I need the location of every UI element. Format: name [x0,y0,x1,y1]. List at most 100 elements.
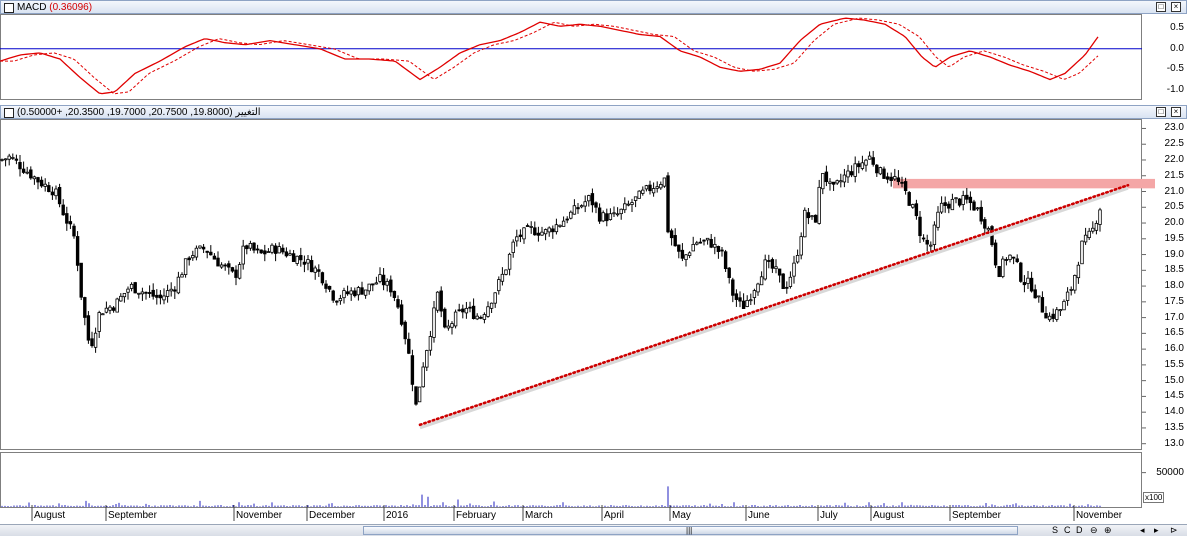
candle-body [345,291,350,295]
candle-body [756,283,760,293]
macd-panel: MACD (0.36096) □ × 0.5 0.0 -0.5 -1.0 [0,0,1187,100]
nav-s-button[interactable]: S [1052,525,1059,535]
candle-body [515,236,519,242]
candle-body [806,212,811,219]
candle-body [831,181,836,185]
candle-body [464,307,469,314]
candle-body [342,290,346,299]
candle-body [939,202,944,213]
candle-body [864,159,868,166]
candle-body [385,280,389,286]
candle-body [666,175,670,233]
candle-body [122,292,127,298]
panel-menu-icon[interactable] [4,3,14,13]
price-tick: 19.5 [1164,232,1184,244]
candle-body [954,197,958,200]
candle-body [277,246,281,254]
candle-body [90,338,94,347]
candle-body [439,290,443,312]
nav-c-button[interactable]: C [1064,525,1071,535]
status-bar: ||| S C D ⊖ ⊕ ◂ ▸ ⊳ [0,524,1187,536]
candle-body [421,366,425,388]
candle-body [97,312,101,332]
candle-body [799,236,803,256]
candle-body [623,203,627,211]
candle-body [972,201,976,211]
zoom-out-icon[interactable]: ⊖ [1090,525,1098,535]
price-tick: 20.5 [1164,201,1184,213]
scroll-end-icon[interactable]: ⊳ [1170,525,1178,535]
price-tick: 21.0 [1164,185,1184,197]
panel-menu-icon[interactable] [4,108,14,118]
candle-body [698,241,703,244]
candle-body [162,295,166,301]
candle-body [936,211,940,228]
nav-d-button[interactable]: D [1076,525,1083,535]
candle-body [684,254,688,260]
candle-body [788,276,793,287]
candle-body [360,287,364,295]
candle-body [468,306,472,309]
candle-body [493,292,497,304]
candle-body [900,181,904,184]
candle-body [1073,275,1077,291]
candle-body [763,259,767,280]
candle-body [486,306,490,317]
candle-body [471,305,476,320]
candle-body [140,291,145,295]
price-tick: 14.0 [1164,406,1184,418]
candle-body [79,262,83,298]
scroll-left-icon[interactable]: ◂ [1140,525,1145,535]
x-tick-label: April [604,510,625,521]
restore-button[interactable]: □ [1156,107,1166,117]
candle-body [403,321,407,340]
candle-body [1022,282,1027,286]
candle-body [356,287,361,296]
price-plot-area[interactable] [0,119,1142,450]
horizontal-scroll-thumb[interactable]: ||| [363,526,1018,535]
candle-body [1080,240,1084,265]
candle-body [414,386,418,405]
resistance-band [893,178,1155,189]
candle-body [230,267,235,272]
candle-body [407,338,411,354]
close-button[interactable]: × [1171,107,1181,117]
zoom-in-icon[interactable]: ⊕ [1104,525,1112,535]
candle-body [507,253,512,270]
candle-body [443,308,447,328]
candle-body [504,269,508,275]
candle-body [381,274,386,286]
scroll-right-icon[interactable]: ▸ [1154,525,1159,535]
macd-tick: 0.0 [1170,42,1184,54]
candle-body [572,205,577,215]
macd-signal-line [0,17,1099,95]
candle-body [975,207,980,210]
candle-body [47,185,51,193]
candle-body [3,158,8,161]
price-tick: 22.0 [1164,153,1184,165]
candle-body [1011,256,1016,259]
candle-body [705,237,710,241]
candle-body [885,176,890,180]
candle-body [950,198,955,211]
candle-body [461,308,465,313]
candle-body [191,255,195,259]
candle-body [1026,277,1030,284]
price-panel: التغيير (19.8000, 20.7500, 19.7000, 20.3… [0,105,1187,450]
restore-button[interactable]: □ [1156,2,1166,12]
candle-body [630,202,634,205]
macd-plot-area[interactable] [0,14,1142,100]
close-button[interactable]: × [1171,2,1181,12]
candle-body [965,194,969,200]
candle-body [302,261,307,265]
candle-body [644,185,649,190]
candle-body [144,291,148,294]
candle-body [205,250,209,253]
x-tick-label: November [236,510,283,521]
candle-body [810,215,814,218]
candle-body [813,214,818,223]
candle-body [612,212,616,215]
volume-plot-area[interactable] [0,452,1142,508]
candle-body [245,245,249,250]
candle-body [597,207,602,222]
